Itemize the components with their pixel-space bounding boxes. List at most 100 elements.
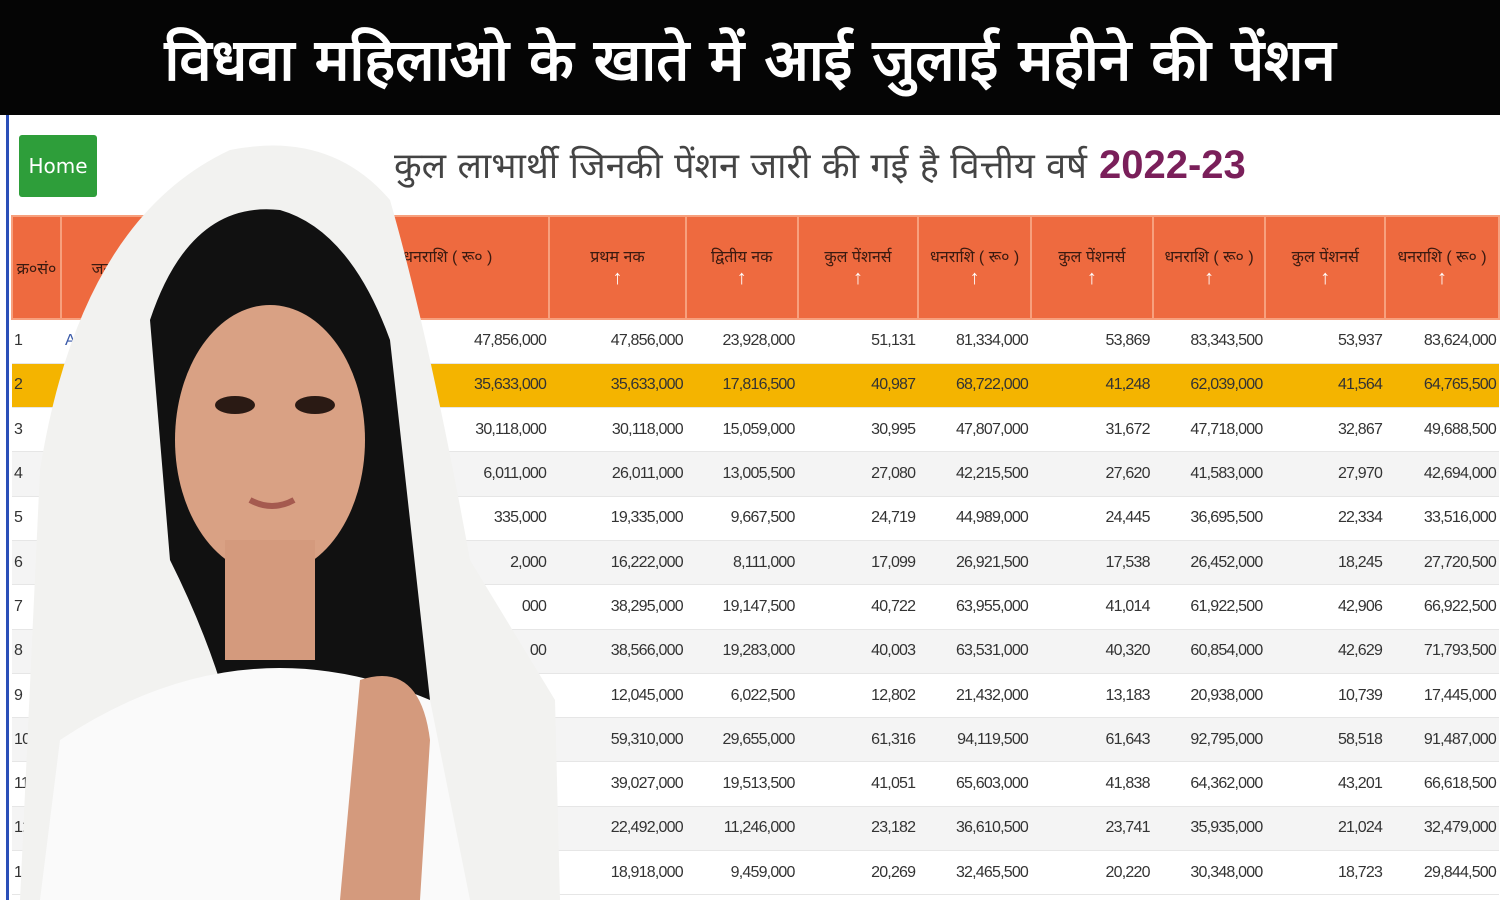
column-header[interactable]: प्रथम नक ↑ xyxy=(548,215,687,320)
table-cell: 39,027,000 xyxy=(549,761,686,807)
table-cell: 32,465,500 xyxy=(918,850,1032,896)
arrow-up-icon[interactable]: ↑ xyxy=(1086,267,1097,289)
arrow-up-icon[interactable]: ↑ xyxy=(1437,267,1448,289)
table-cell: 32,479,000 xyxy=(1385,806,1499,852)
arrow-up-icon[interactable]: ↑ xyxy=(1320,267,1331,289)
table-cell: 61,316 xyxy=(797,717,919,763)
table-cell: 38,295,000 xyxy=(549,584,686,630)
table-cell: 47,807,000 xyxy=(918,407,1032,453)
table-cell: 63,955,000 xyxy=(918,584,1032,630)
arrow-up-icon[interactable]: ↑ xyxy=(612,267,623,289)
column-header[interactable]: धनराशि ( रू० ) ↑ xyxy=(917,215,1033,320)
subtitle-text: कुल लाभार्थी जिनकी पेंशन जारी की गई है व… xyxy=(394,146,1087,187)
table-cell: 41,248 xyxy=(1031,363,1153,409)
table-cell: 17,816,500 xyxy=(685,363,798,409)
table-cell: 12,045,000 xyxy=(549,673,686,719)
column-header-label: कुल पेंशनर्स xyxy=(1058,249,1126,266)
home-button[interactable]: Home xyxy=(19,135,97,197)
table-cell: 13,005,500 xyxy=(685,451,798,497)
table-cell: 64,765,500 xyxy=(1385,363,1499,409)
table-cell: 23,741 xyxy=(1031,806,1153,852)
table-cell: 41,014 xyxy=(1031,584,1153,630)
page-subtitle: कुल लाभार्थी जिनकी पेंशन जारी की गई है व… xyxy=(394,140,1246,189)
column-header[interactable]: धनराशि ( रू० ) ↑ xyxy=(1151,215,1267,320)
arrow-up-icon[interactable]: ↑ xyxy=(1204,267,1215,289)
table-cell: 66,618,500 xyxy=(1385,761,1499,807)
table-cell: 49,688,500 xyxy=(1385,407,1499,453)
table-cell: 41,838 xyxy=(1031,761,1153,807)
financial-year: 2022-23 xyxy=(1099,143,1246,187)
table-cell: 21,024 xyxy=(1265,806,1386,852)
table-cell: 47,718,000 xyxy=(1152,407,1266,453)
table-cell: 17,445,000 xyxy=(1385,673,1499,719)
table-cell: 26,921,500 xyxy=(918,540,1032,586)
table-cell: 18,723 xyxy=(1265,850,1386,896)
table-cell: 17,099 xyxy=(797,540,919,586)
table-cell: 20,938,000 xyxy=(1152,673,1266,719)
table-cell: 59,310,000 xyxy=(549,717,686,763)
column-header[interactable]: कुल पेंशनर्स ↑ xyxy=(1030,215,1154,320)
table-cell: 66,922,500 xyxy=(1385,584,1499,630)
table-cell: 9,667,500 xyxy=(685,496,798,541)
table-cell: 60,854,000 xyxy=(1152,629,1266,674)
table-cell: 40,722 xyxy=(797,584,919,630)
table-cell: 40,003 xyxy=(797,629,919,674)
table-cell: 12,802 xyxy=(797,673,919,719)
table-cell: 26,011,000 xyxy=(549,451,686,497)
table-cell: 61,922,500 xyxy=(1152,584,1266,630)
table-cell: 23,182 xyxy=(797,806,919,852)
arrow-up-icon[interactable]: ↑ xyxy=(736,267,747,289)
table-cell: 94,119,500 xyxy=(918,717,1032,763)
table-cell: 27,080 xyxy=(797,451,919,497)
table-cell: 51,131 xyxy=(797,319,919,364)
table-cell: 27,620 xyxy=(1031,451,1153,497)
serial-number: 1 xyxy=(12,319,61,364)
serial-number: 2 xyxy=(12,363,61,409)
table-cell: 20,220 xyxy=(1031,850,1153,896)
column-header-label: क्र०सं० xyxy=(16,260,57,278)
table-cell: 61,643 xyxy=(1031,717,1153,763)
table-cell: 22,334 xyxy=(1265,496,1386,541)
column-header[interactable]: धनराशि ( रू० ) ↑ xyxy=(1384,215,1500,320)
table-cell: 23,928,000 xyxy=(685,319,798,364)
table-cell: 16,222,000 xyxy=(549,540,686,586)
column-header-label: धनराशि ( रू० ) xyxy=(930,249,1020,266)
table-cell: 62,039,000 xyxy=(1152,363,1266,409)
table-cell: 29,844,500 xyxy=(1385,850,1499,896)
table-cell: 42,215,500 xyxy=(918,451,1032,497)
table-cell: 35,935,000 xyxy=(1152,806,1266,852)
table-cell: 17,538 xyxy=(1031,540,1153,586)
table-cell: 18,918,000 xyxy=(549,850,686,896)
table-cell: 32,867 xyxy=(1265,407,1386,453)
table-cell: 41,564 xyxy=(1265,363,1386,409)
table-cell: 36,695,500 xyxy=(1152,496,1266,541)
table-cell: 53,937 xyxy=(1265,319,1386,364)
arrow-up-icon[interactable]: ↑ xyxy=(969,267,980,289)
table-cell: 27,720,500 xyxy=(1385,540,1499,586)
table-cell: 35,633,000 xyxy=(549,363,686,409)
table-cell: 27,970 xyxy=(1265,451,1386,497)
table-cell: 58,518 xyxy=(1265,717,1386,763)
table-cell: 91,487,000 xyxy=(1385,717,1499,763)
column-header-label: द्वितीय नक xyxy=(710,249,773,266)
table-cell: 8,111,000 xyxy=(685,540,798,586)
column-header-label: प्रथम नक xyxy=(590,249,645,266)
column-header-label: धनराशि ( रू० ) xyxy=(1397,249,1487,266)
column-header[interactable]: कुल पेंशनर्स ↑ xyxy=(796,215,920,320)
table-cell: 68,722,000 xyxy=(918,363,1032,409)
table-cell: 29,655,000 xyxy=(685,717,798,763)
table-cell: 24,719 xyxy=(797,496,919,541)
headline: विधवा महिलाओ के खाते में आई जुलाई महीने … xyxy=(0,0,1500,115)
table-cell: 42,906 xyxy=(1265,584,1386,630)
table-cell: 83,343,500 xyxy=(1152,319,1266,364)
table-cell: 41,583,000 xyxy=(1152,451,1266,497)
table-cell: 20,269 xyxy=(797,850,919,896)
table-cell: 21,432,000 xyxy=(918,673,1032,719)
table-cell: 81,334,000 xyxy=(918,319,1032,364)
column-header[interactable]: क्र०सं० xyxy=(11,215,62,320)
table-cell: 41,051 xyxy=(797,761,919,807)
table-cell: 83,624,000 xyxy=(1385,319,1499,364)
column-header[interactable]: कुल पेंशनर्स ↑ xyxy=(1264,215,1387,320)
column-header[interactable]: द्वितीय नक ↑ xyxy=(684,215,799,320)
arrow-up-icon[interactable]: ↑ xyxy=(852,267,863,289)
